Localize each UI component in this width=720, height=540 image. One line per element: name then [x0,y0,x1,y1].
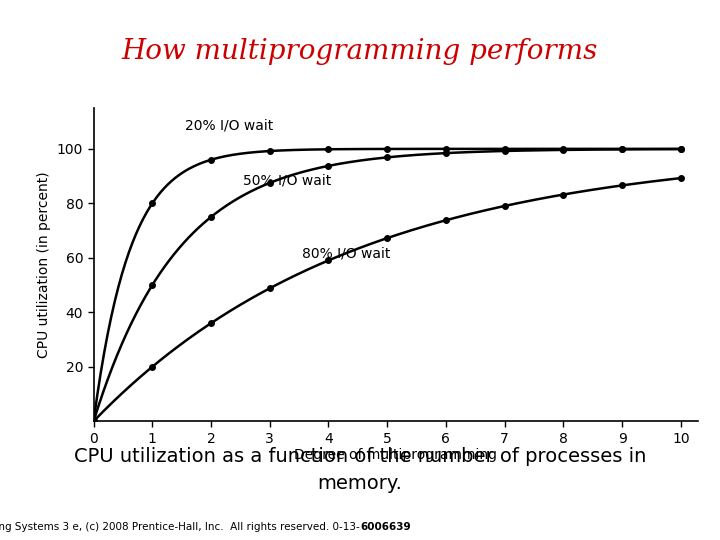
X-axis label: Degree of multiprogramming: Degree of multiprogramming [294,448,498,462]
Text: 80% I/O wait: 80% I/O wait [302,247,390,261]
Text: memory.: memory. [318,474,402,493]
Text: 20% I/O wait: 20% I/O wait [184,119,273,133]
Y-axis label: CPU utilization (in percent): CPU utilization (in percent) [37,171,51,358]
Text: How multiprogramming performs: How multiprogramming performs [122,38,598,65]
Text: 50% I/O wait: 50% I/O wait [243,173,332,187]
Text: 6006639: 6006639 [360,522,410,531]
Text: CPU utilization as a function of the number of processes in: CPU utilization as a function of the num… [74,447,646,466]
Text: Tanenbaum, Modern Operating Systems 3 e, (c) 2008 Prentice-Hall, Inc.  All right: Tanenbaum, Modern Operating Systems 3 e,… [0,522,360,531]
